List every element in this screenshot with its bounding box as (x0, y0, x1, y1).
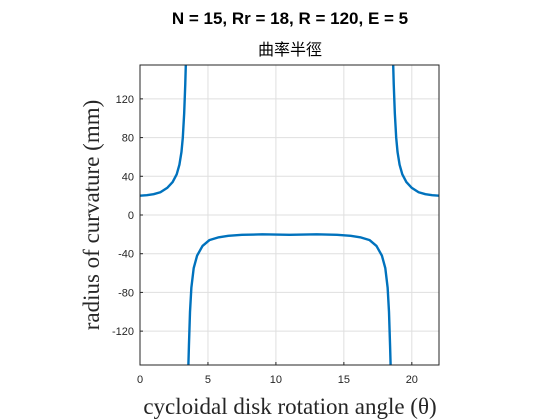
y-tick-label: -40 (118, 249, 134, 261)
chart-title: N = 15, Rr = 18, R = 120, E = 5 (172, 9, 408, 28)
y-tick-label: 40 (122, 171, 134, 183)
plot-area: 0 5 10 15 20 -120 -80 -40 0 40 80 120 (112, 64, 440, 386)
y-tick-label: 120 (116, 94, 134, 106)
y-tick-label: -120 (112, 326, 134, 338)
chart-subtitle: 曲率半徑 (258, 40, 322, 59)
x-tick-label: 10 (270, 374, 282, 386)
y-axis-label: radius of curvature (mm) (79, 100, 104, 331)
x-axis-ticks: 0 5 10 15 20 (137, 362, 418, 386)
y-tick-label: 0 (128, 210, 134, 222)
y-axis-ticks: -120 -80 -40 0 40 80 120 (112, 94, 143, 338)
x-tick-label: 0 (137, 374, 143, 386)
x-tick-label: 15 (338, 374, 350, 386)
y-tick-label: -80 (118, 287, 134, 299)
series-line (140, 65, 439, 365)
grid-lines (139, 65, 439, 365)
x-tick-label: 20 (406, 374, 418, 386)
x-tick-label: 5 (205, 374, 211, 386)
y-tick-label: 80 (122, 133, 134, 145)
x-axis-label: cycloidal disk rotation angle (θ) (143, 394, 436, 419)
